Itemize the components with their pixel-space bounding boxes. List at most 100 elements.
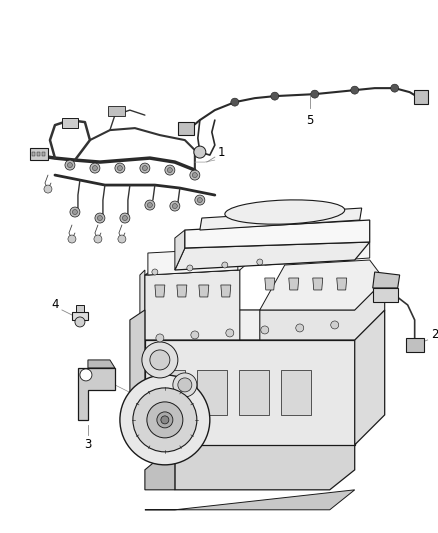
Circle shape	[142, 342, 178, 378]
Circle shape	[75, 317, 85, 327]
Polygon shape	[373, 288, 398, 302]
Circle shape	[261, 326, 269, 334]
Polygon shape	[355, 310, 385, 445]
Polygon shape	[221, 285, 231, 297]
Polygon shape	[62, 118, 78, 128]
Circle shape	[257, 259, 263, 265]
Circle shape	[296, 324, 304, 332]
Polygon shape	[373, 272, 400, 288]
Circle shape	[173, 373, 197, 397]
Polygon shape	[37, 152, 40, 156]
Polygon shape	[406, 338, 424, 352]
Polygon shape	[289, 278, 299, 290]
Polygon shape	[145, 445, 175, 490]
Text: 2: 2	[431, 328, 438, 342]
Text: 5: 5	[306, 114, 314, 127]
Polygon shape	[145, 490, 355, 510]
Circle shape	[165, 165, 175, 175]
Circle shape	[122, 215, 127, 221]
Circle shape	[72, 209, 78, 215]
Circle shape	[222, 262, 228, 268]
Polygon shape	[30, 148, 48, 160]
Circle shape	[194, 146, 206, 158]
Circle shape	[198, 198, 202, 203]
Circle shape	[68, 235, 76, 243]
Text: 3: 3	[84, 438, 92, 451]
Polygon shape	[140, 270, 145, 340]
Polygon shape	[177, 285, 187, 297]
Circle shape	[231, 98, 239, 106]
Circle shape	[187, 265, 193, 271]
Polygon shape	[178, 122, 194, 135]
Polygon shape	[185, 220, 370, 248]
Circle shape	[226, 329, 234, 337]
Circle shape	[95, 213, 105, 223]
Circle shape	[195, 195, 205, 205]
Polygon shape	[197, 370, 227, 415]
Circle shape	[44, 185, 52, 193]
Circle shape	[190, 170, 200, 180]
Polygon shape	[199, 285, 209, 297]
Polygon shape	[76, 305, 84, 312]
Circle shape	[191, 331, 199, 339]
Polygon shape	[145, 270, 240, 340]
Polygon shape	[313, 278, 323, 290]
Polygon shape	[145, 248, 265, 275]
Circle shape	[80, 369, 92, 381]
Polygon shape	[337, 278, 347, 290]
Circle shape	[173, 204, 177, 208]
Circle shape	[167, 167, 173, 173]
Polygon shape	[239, 370, 269, 415]
Polygon shape	[130, 310, 145, 445]
Circle shape	[120, 375, 210, 465]
Circle shape	[133, 388, 197, 452]
Circle shape	[115, 163, 125, 173]
Polygon shape	[145, 340, 355, 445]
Polygon shape	[108, 106, 125, 116]
Circle shape	[120, 213, 130, 223]
Circle shape	[142, 166, 147, 171]
Circle shape	[170, 201, 180, 211]
Ellipse shape	[225, 200, 345, 224]
Polygon shape	[175, 445, 355, 490]
Text: 1: 1	[218, 146, 226, 159]
Circle shape	[92, 166, 97, 171]
Circle shape	[161, 416, 169, 424]
Circle shape	[152, 269, 158, 275]
Circle shape	[147, 402, 183, 438]
Polygon shape	[265, 242, 370, 265]
Circle shape	[178, 378, 192, 392]
Circle shape	[192, 173, 198, 177]
Circle shape	[97, 215, 102, 221]
Polygon shape	[260, 280, 385, 340]
Circle shape	[391, 84, 399, 92]
Polygon shape	[413, 90, 427, 104]
Polygon shape	[42, 152, 45, 156]
Polygon shape	[145, 310, 385, 340]
Circle shape	[157, 412, 173, 428]
Polygon shape	[32, 152, 35, 156]
Circle shape	[117, 166, 122, 171]
Circle shape	[67, 163, 72, 167]
Circle shape	[94, 235, 102, 243]
Polygon shape	[155, 285, 165, 297]
Circle shape	[331, 321, 339, 329]
Polygon shape	[88, 360, 115, 368]
Circle shape	[140, 163, 150, 173]
Polygon shape	[260, 260, 385, 310]
Circle shape	[70, 207, 80, 217]
Polygon shape	[175, 242, 370, 270]
Polygon shape	[265, 278, 275, 290]
Text: 4: 4	[51, 298, 59, 311]
Circle shape	[156, 334, 164, 342]
Circle shape	[90, 163, 100, 173]
Polygon shape	[72, 312, 88, 320]
Polygon shape	[175, 230, 185, 270]
Polygon shape	[155, 370, 185, 415]
Polygon shape	[200, 208, 362, 230]
Circle shape	[311, 90, 319, 98]
Polygon shape	[281, 370, 311, 415]
Circle shape	[147, 203, 152, 207]
Circle shape	[150, 350, 170, 370]
Polygon shape	[148, 248, 238, 275]
